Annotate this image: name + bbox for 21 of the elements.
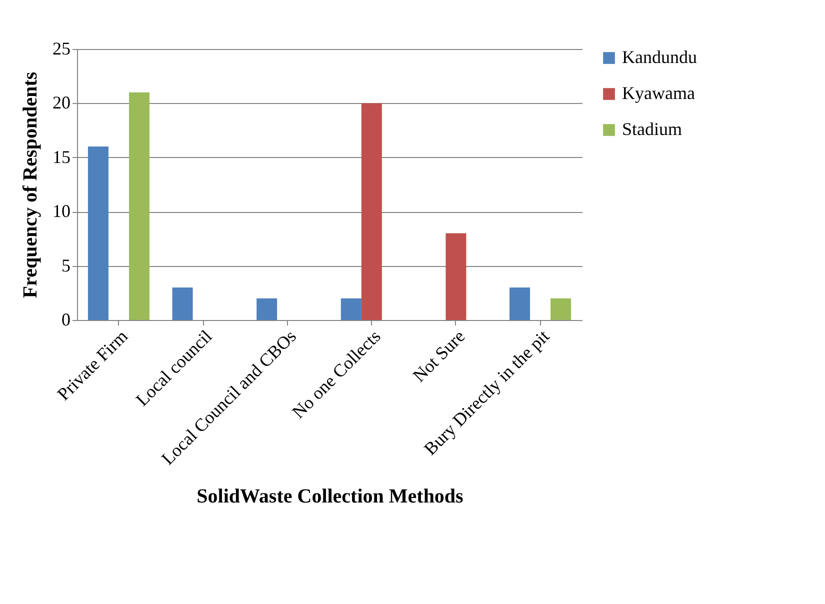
bar [256,298,278,320]
x-axis-title: SolidWaste Collection Methods [196,486,464,508]
bar [550,298,572,320]
bar [340,298,362,320]
bar [88,146,108,320]
y-tick-label: 15 [52,146,70,167]
bar [509,287,530,320]
bar [172,287,193,320]
legend-label: Stadium [622,119,682,139]
y-tick-label: 25 [52,38,70,58]
y-axis-title: Frequency of Respondents [20,72,42,298]
y-tick-label: 20 [52,92,70,113]
y-tick-label: 0 [62,310,70,330]
y-tick-label: 10 [52,201,70,222]
bar [446,233,466,320]
legend-label: Kyawama [622,83,695,103]
legend-label: Kandundu [622,47,697,67]
bar [361,103,382,320]
y-tick-label: 5 [62,255,70,276]
x-tick-label: Not Sure [408,326,469,386]
bar [128,92,150,320]
